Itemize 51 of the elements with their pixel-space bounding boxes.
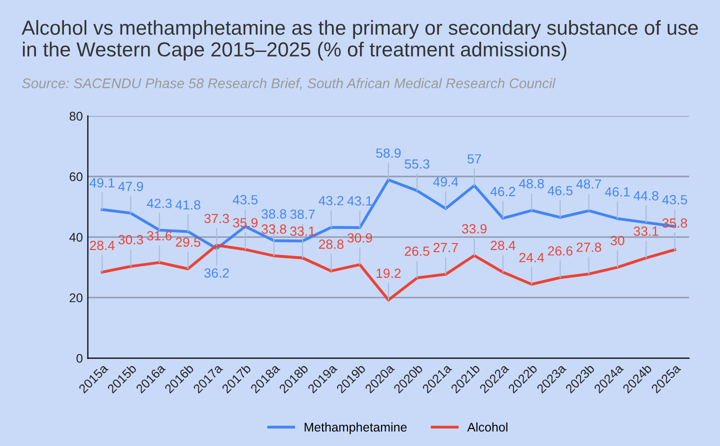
- data-label: 48.8: [519, 179, 544, 188]
- data-label: 33.8: [262, 224, 286, 234]
- data-label: 28.4: [90, 240, 115, 250]
- data-label: 46.1: [604, 187, 630, 197]
- data-label: 48.7: [576, 179, 602, 189]
- data-label: 19.2: [376, 268, 401, 278]
- data-label: 36.2: [204, 268, 229, 278]
- data-label: 49.1: [90, 178, 114, 188]
- data-label: 30: [610, 236, 624, 246]
- chart-title: Alcohol vs methamphetamine as the primary or secondary substance of use in the Western Cape 2015–2025 (% of treatment admissions): [22, 20, 698, 61]
- legend-label: Methamphetamine: [304, 422, 407, 434]
- data-label: 57: [468, 154, 481, 164]
- data-label: 28.8: [319, 240, 344, 249]
- data-label: 27.8: [576, 242, 602, 252]
- data-label: 26.5: [404, 246, 430, 256]
- y-tick-label: 0: [76, 354, 82, 363]
- data-label: 26.6: [548, 246, 572, 256]
- data-label: 44.8: [634, 191, 658, 200]
- legend-label: Alcohol: [467, 422, 508, 432]
- data-label: 24.4: [519, 252, 544, 262]
- data-label: 41.8: [176, 200, 200, 210]
- data-label: 33.1: [290, 226, 315, 236]
- data-label: 37.3: [204, 214, 229, 224]
- data-label: 43.5: [662, 195, 688, 204]
- data-label: 55.3: [404, 159, 430, 169]
- data-label: 33.9: [462, 224, 487, 234]
- data-label: 43.1: [347, 196, 372, 206]
- data-label: 27.7: [434, 242, 458, 252]
- data-label: 43.2: [318, 196, 344, 206]
- data-label: 38.7: [290, 210, 315, 219]
- data-label: 49.4: [433, 177, 458, 187]
- y-tick-label: 60: [70, 172, 82, 182]
- data-label: 38.8: [262, 209, 286, 219]
- data-label: 46.5: [548, 186, 572, 196]
- data-label: 29.5: [176, 237, 200, 247]
- data-label: 35.8: [662, 218, 687, 228]
- data-label: 35.9: [232, 218, 258, 228]
- y-tick-label: 40: [69, 232, 82, 242]
- data-label: 28.4: [490, 240, 516, 250]
- data-label: 43.5: [232, 195, 258, 204]
- chart-subtitle: Source: SACENDU Phase 58 Research Brief, South African Medical Research Council: [22, 78, 556, 90]
- data-label: 46.2: [490, 186, 516, 196]
- data-label: 42.3: [146, 198, 172, 208]
- data-label: 31.6: [147, 231, 172, 240]
- data-label: 33.1: [634, 226, 658, 236]
- y-tick-label: 20: [70, 293, 82, 302]
- data-label: 58.9: [376, 148, 401, 158]
- data-label: 47.9: [118, 182, 143, 192]
- data-label: 30.9: [347, 233, 372, 243]
- y-tick-label: 80: [70, 112, 82, 121]
- data-label: 30.3: [118, 235, 144, 244]
